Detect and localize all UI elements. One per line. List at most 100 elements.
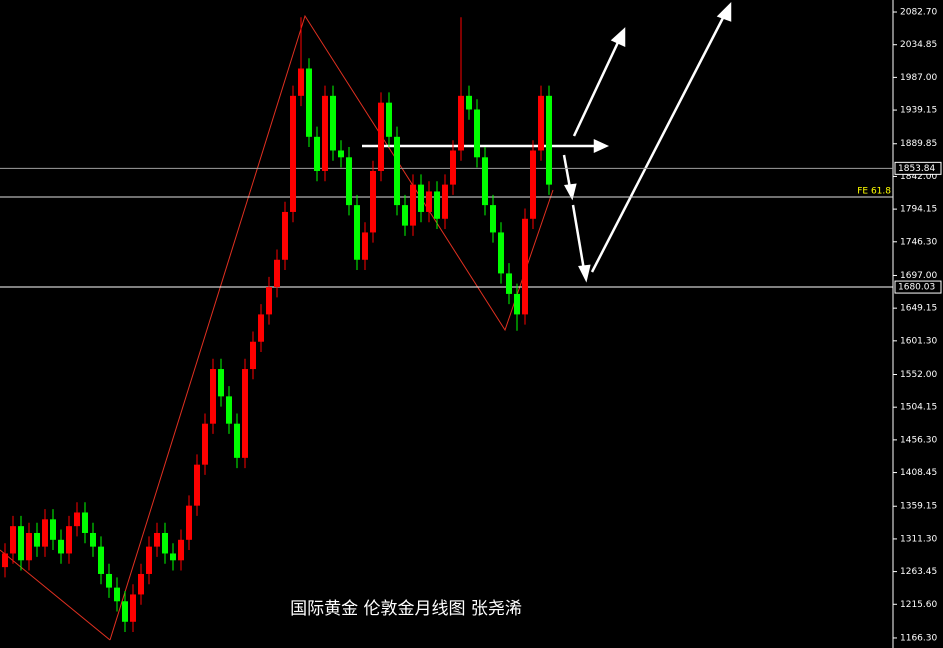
candle-body bbox=[434, 191, 440, 219]
candle-body bbox=[66, 526, 72, 554]
y-tick-label: 1842.00 bbox=[900, 172, 937, 182]
candle-body bbox=[530, 150, 536, 219]
candle-body bbox=[490, 205, 496, 233]
candle-body bbox=[10, 526, 16, 554]
arrow bbox=[572, 37, 622, 137]
candle-body bbox=[298, 68, 304, 96]
y-tick-label: 2034.85 bbox=[900, 40, 937, 50]
candle-body bbox=[114, 587, 120, 602]
candle-body bbox=[282, 211, 288, 260]
candle-body bbox=[498, 232, 504, 274]
candle-body bbox=[442, 184, 448, 219]
candle-body bbox=[378, 102, 384, 171]
candle-body bbox=[362, 232, 368, 260]
candle-body bbox=[290, 95, 296, 212]
candle-body bbox=[2, 553, 8, 568]
candle-body bbox=[82, 512, 88, 533]
y-tick-label: 1311.30 bbox=[900, 534, 937, 544]
candle-body bbox=[466, 95, 472, 110]
y-tick-label: 1889.85 bbox=[900, 139, 937, 149]
y-tick-label: 2082.70 bbox=[900, 8, 937, 18]
candle-body bbox=[170, 553, 176, 561]
candle-body bbox=[98, 546, 104, 574]
candle-body bbox=[250, 341, 256, 370]
y-tick-label: 1746.30 bbox=[900, 237, 937, 247]
level-label: 1680.03 bbox=[898, 283, 935, 293]
candle-body bbox=[538, 95, 544, 151]
candle-body bbox=[514, 293, 520, 315]
candle-body bbox=[474, 109, 480, 158]
candle-body bbox=[418, 184, 424, 212]
candle-body bbox=[266, 287, 272, 315]
arrow-head bbox=[593, 139, 610, 153]
y-tick-label: 1601.30 bbox=[900, 336, 937, 346]
y-tick-label: 1649.15 bbox=[900, 304, 937, 314]
y-tick-label: 1939.15 bbox=[900, 106, 937, 116]
y-tick-label: 1987.00 bbox=[900, 73, 937, 83]
candle-body bbox=[426, 191, 432, 212]
arrow bbox=[571, 204, 586, 271]
candle-body bbox=[74, 512, 80, 527]
candle-body bbox=[50, 519, 56, 540]
y-tick-label: 1215.60 bbox=[900, 600, 937, 610]
candle-body bbox=[130, 594, 136, 622]
y-tick-label: 1456.30 bbox=[900, 435, 937, 445]
y-tick-label: 1166.30 bbox=[900, 633, 937, 643]
candle-body bbox=[242, 369, 248, 458]
candle-body bbox=[330, 95, 336, 151]
candle-body bbox=[26, 532, 32, 561]
candle-body bbox=[186, 505, 192, 540]
arrow-head bbox=[716, 1, 732, 22]
trend-lines bbox=[0, 14, 554, 641]
candle-body bbox=[314, 136, 320, 171]
arrow-head bbox=[610, 27, 626, 47]
candle-body bbox=[210, 369, 216, 424]
level-label: 1853.84 bbox=[898, 164, 935, 174]
candle-body bbox=[394, 136, 400, 206]
candle-body bbox=[306, 68, 312, 137]
candle-body bbox=[258, 314, 264, 342]
candle-body bbox=[90, 532, 96, 547]
candle-body bbox=[274, 259, 280, 288]
candle-body bbox=[202, 423, 208, 465]
candle-body bbox=[234, 423, 240, 458]
candle-body bbox=[402, 205, 408, 226]
chart-title: 国际黄金 伦敦金月线图 张尧浠 bbox=[290, 599, 522, 619]
candle-body bbox=[354, 205, 360, 260]
candle-body bbox=[346, 157, 352, 206]
y-tick-label: 1552.00 bbox=[900, 370, 937, 380]
level-label-box bbox=[894, 161, 942, 175]
y-tick-label: 1504.15 bbox=[900, 403, 937, 413]
candle-body bbox=[162, 532, 168, 554]
zigzag-start bbox=[0, 549, 111, 641]
candle-body bbox=[522, 218, 528, 315]
y-tick-label: 1263.45 bbox=[900, 567, 937, 577]
candle-body bbox=[194, 464, 200, 506]
candle-body bbox=[506, 273, 512, 294]
arrow bbox=[562, 154, 572, 189]
arrow-head bbox=[578, 264, 591, 283]
level-label: FE 61.8 bbox=[857, 187, 891, 197]
level-label-box bbox=[894, 280, 942, 294]
candle-body bbox=[322, 95, 328, 171]
candle-body bbox=[546, 95, 552, 185]
candle-body bbox=[146, 546, 152, 574]
candle-body bbox=[106, 573, 112, 588]
candle-body bbox=[42, 519, 48, 547]
candle-body bbox=[386, 102, 392, 137]
candle-body bbox=[178, 539, 184, 561]
y-tick-label: 1697.00 bbox=[900, 271, 937, 281]
candle-body bbox=[18, 526, 24, 561]
candle-body bbox=[482, 157, 488, 206]
candle-body bbox=[370, 170, 376, 233]
candle-body bbox=[338, 150, 344, 158]
candle-body bbox=[154, 532, 160, 547]
y-tick-label: 1408.45 bbox=[900, 468, 937, 478]
candle-body bbox=[58, 539, 64, 554]
candle-body bbox=[410, 184, 416, 226]
candle-body bbox=[218, 369, 224, 397]
y-tick-label: 1794.15 bbox=[900, 205, 937, 215]
zigzag bbox=[109, 14, 554, 641]
arrow bbox=[590, 11, 728, 273]
